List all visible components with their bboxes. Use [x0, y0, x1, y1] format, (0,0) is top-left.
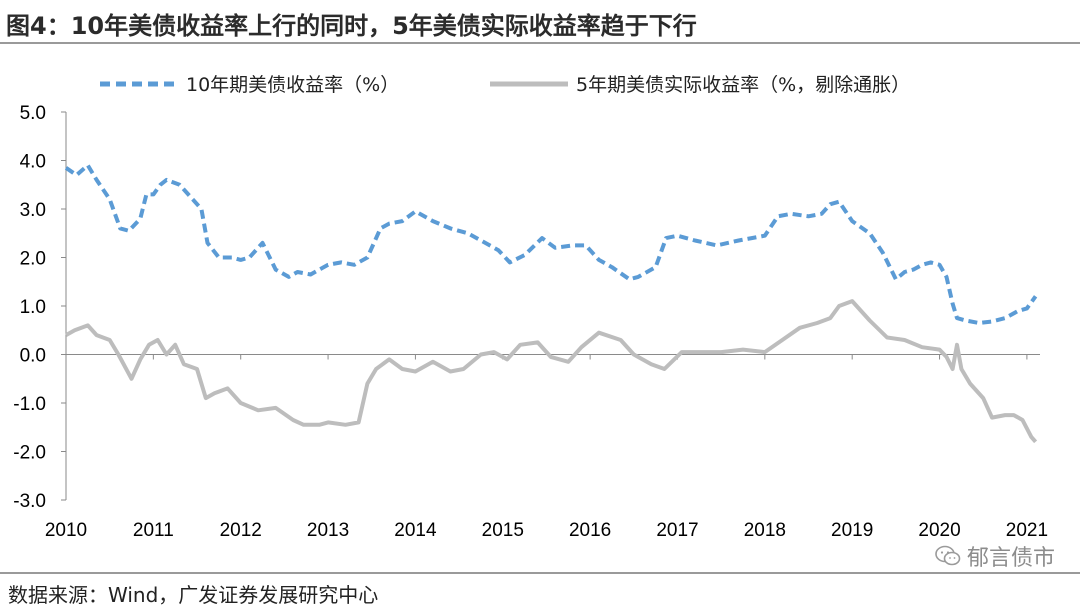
chart-series	[64, 163, 1038, 444]
x-tick-label: 2015	[482, 520, 524, 541]
wechat-icon	[935, 545, 961, 566]
y-tick-label: 2.0	[20, 249, 46, 270]
watermark-text: 郁言债市	[967, 546, 1056, 571]
y-tick-label: -2.0	[13, 443, 46, 464]
series-line-5y-real	[65, 299, 1038, 444]
x-tick-label: 2016	[569, 520, 611, 541]
x-tick-label: 2014	[394, 520, 437, 541]
x-tick-label: 2019	[831, 520, 873, 541]
x-tick-label: 2011	[133, 520, 174, 541]
legend-label-5y-real: 5年期美债实际收益率（%，剔除通胀）	[576, 74, 910, 96]
chart-title: 图4：10年美债收益率上行的同时，5年美债实际收益率趋于下行	[6, 12, 697, 40]
footer-divider	[0, 572, 1080, 574]
x-tick-label: 2010	[45, 520, 87, 541]
x-tick-label: 2012	[220, 520, 262, 541]
y-tick-label: -1.0	[13, 394, 46, 415]
line-chart: 10年期美债收益率（%） 5年期美债实际收益率（%，剔除通胀） 5.0 4.0 3.…	[13, 74, 1048, 541]
y-tick-label: 3.0	[20, 200, 46, 221]
series-line-10y	[64, 163, 1038, 325]
y-tick-label: 1.0	[20, 297, 46, 318]
y-tick-label: 4.0	[20, 152, 46, 173]
x-tick-label: 2020	[918, 520, 960, 541]
title-divider	[0, 42, 1080, 44]
y-tick-label: -3.0	[13, 491, 46, 512]
x-tick-label: 2018	[744, 520, 786, 541]
chart-legend: 10年期美债收益率（%） 5年期美债实际收益率（%，剔除通胀）	[100, 74, 910, 96]
watermark: 郁言债市	[935, 540, 1055, 572]
x-tick-label: 2013	[307, 520, 349, 541]
legend-label-10y: 10年期美债收益率（%）	[186, 74, 399, 96]
chart-axes: 5.0 4.0 3.0 2.0 1.0 0.0 -1.0 -2.0 -3.0 2010 2011 20…	[13, 103, 1048, 541]
y-tick-label: 5.0	[20, 103, 46, 124]
data-source: 数据来源：Wind，广发证券发展研究中心	[8, 583, 379, 607]
x-tick-label: 2021	[1006, 520, 1048, 541]
y-tick-label: 0.0	[20, 346, 46, 367]
x-tick-label: 2017	[656, 520, 698, 541]
